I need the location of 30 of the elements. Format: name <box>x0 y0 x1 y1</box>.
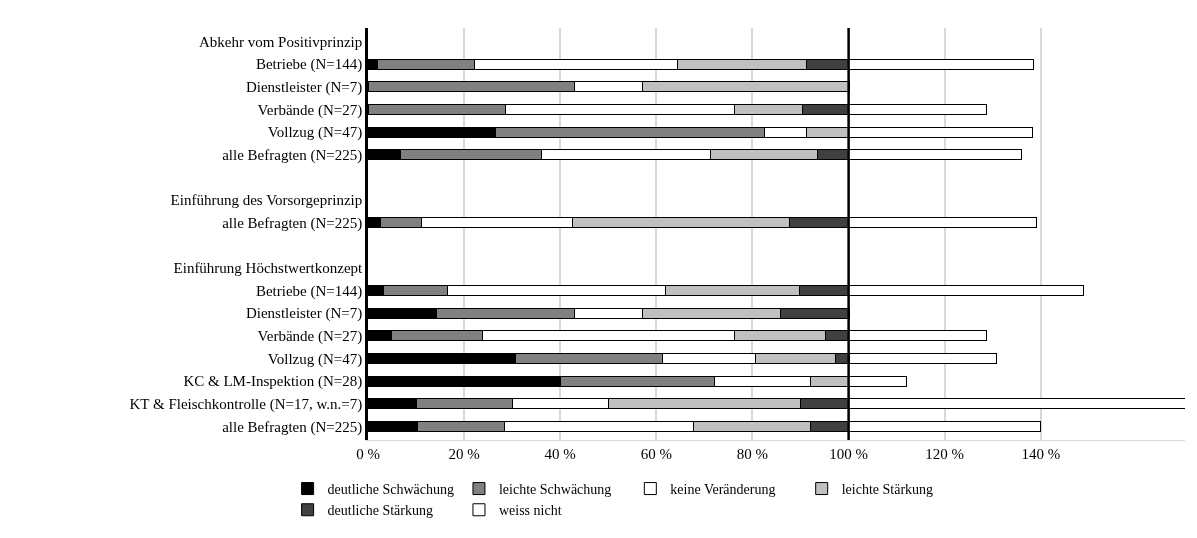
x-tick-label: 40 % <box>544 446 576 462</box>
x-tick-label: 140 % <box>1021 446 1061 462</box>
y-tick-label: Dienstleister (N=7) <box>245 305 363 323</box>
y-tick-label: Abkehr vom Positivprinzip <box>198 33 363 50</box>
x-tick-label: 60 % <box>640 446 672 462</box>
y-tick-label: Betriebe (N=144) <box>255 56 363 74</box>
y-tick-label: KC & LM-Inspektion (N=28) <box>183 373 363 391</box>
legend-label: leichte Stärkung <box>841 482 934 498</box>
y-tick-label: Einführung des Vorsorgeprinzip <box>170 192 363 209</box>
y-tick-label: Einführung Höchstwertkonzept <box>173 260 364 277</box>
x-tick-label: 80 % <box>736 446 769 462</box>
x-tick-label: 20 % <box>448 446 480 462</box>
y-tick-label: KT & Fleischkontrolle (N=17, w.n.=7) <box>129 396 363 414</box>
y-tick-label: Vollzug (N=47) <box>267 350 363 368</box>
legend-label: leichte Schwächung <box>498 482 612 498</box>
legend-label: weiss nicht <box>498 503 562 519</box>
y-tick-label: Dienstleister (N=7) <box>245 79 363 97</box>
y-tick-label: Betriebe (N=144) <box>255 282 363 300</box>
x-tick-label: 0 % <box>356 446 380 462</box>
y-tick-label: alle Befragten (N=225) <box>222 147 363 165</box>
legend-label: keine Veränderung <box>670 482 776 498</box>
y-tick-label: Verbände (N=27) <box>257 101 363 119</box>
x-tick-label: 100 % <box>829 446 868 462</box>
y-tick-label: Verbände (N=27) <box>257 328 363 346</box>
x-tick-label: 120 % <box>925 446 965 462</box>
y-tick-label: alle Befragten (N=225) <box>222 214 363 232</box>
legend-label: deutliche Stärkung <box>327 503 433 519</box>
legend-label: deutliche Schwächung <box>327 482 454 498</box>
y-tick-label: Vollzug (N=47) <box>267 124 363 142</box>
y-tick-label: alle Befragten (N=225) <box>222 418 363 436</box>
